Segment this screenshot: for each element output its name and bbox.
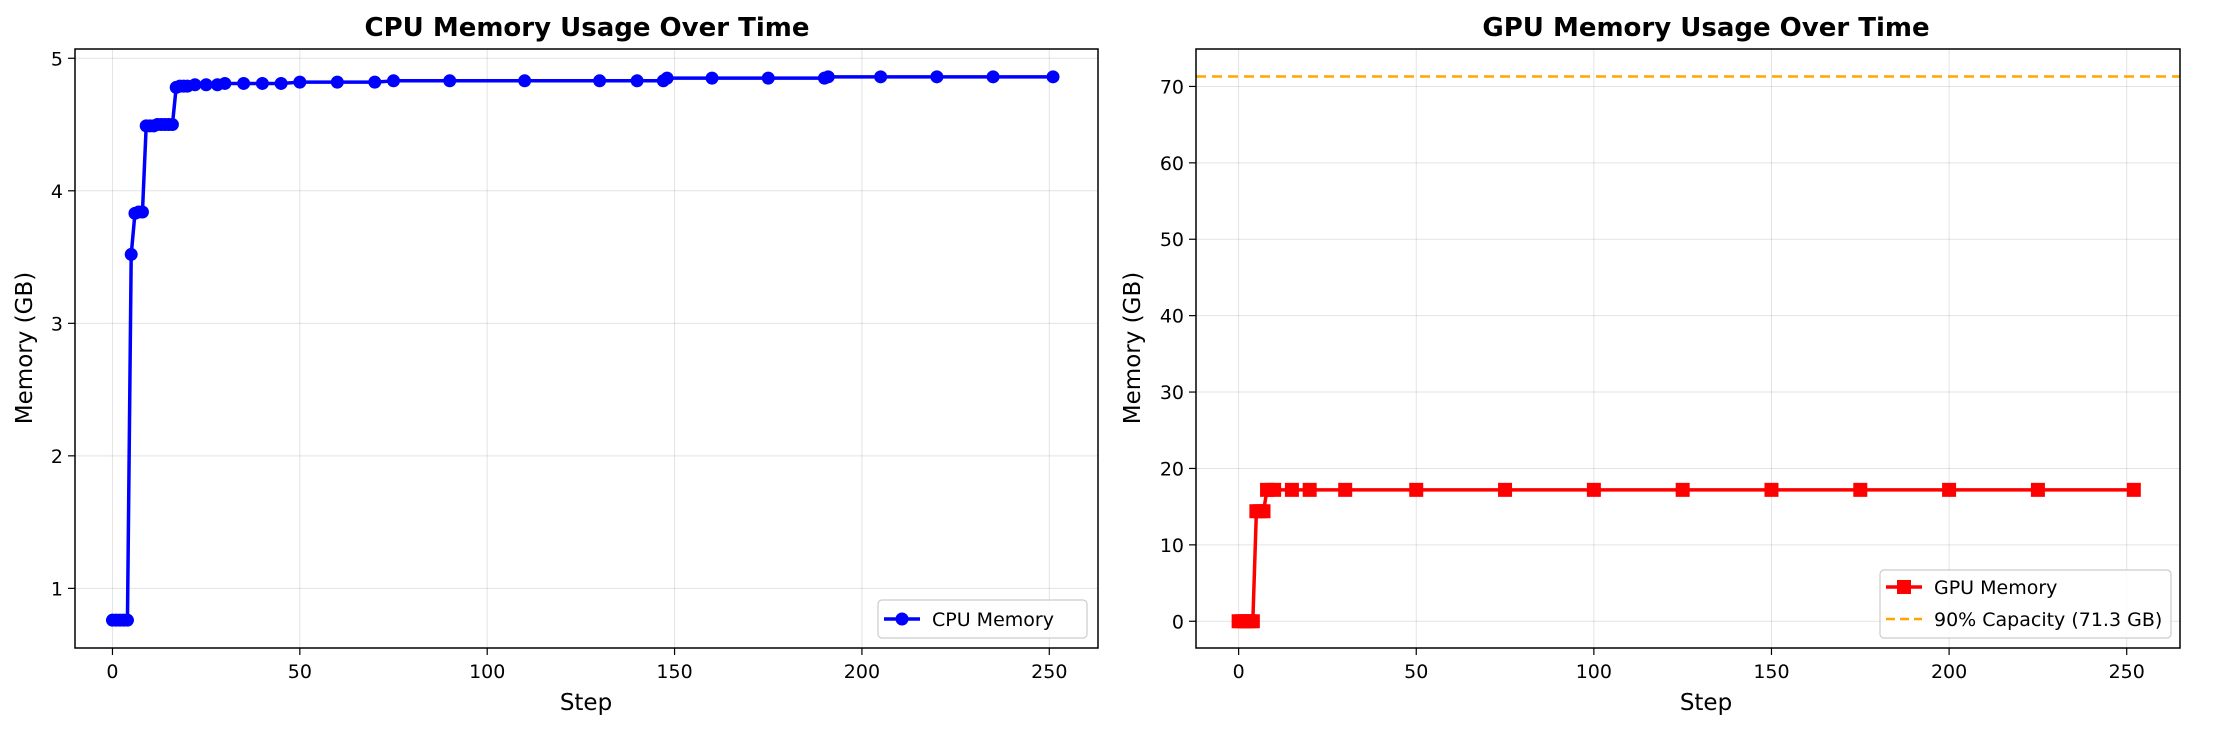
y-axis-label: Memory (GB)	[1120, 272, 1146, 424]
data-point	[443, 74, 457, 88]
legend: CPU Memory	[877, 599, 1088, 639]
data-point	[274, 76, 288, 90]
y-axis-label: Memory (GB)	[12, 272, 38, 424]
data-point	[368, 75, 382, 89]
x-tick-label: 200	[844, 661, 880, 683]
data-point	[165, 118, 179, 132]
data-point	[330, 75, 344, 89]
legend-label: GPU Memory	[1934, 577, 2057, 599]
x-axis-label: Step	[560, 690, 612, 716]
legend-label: CPU Memory	[932, 609, 1054, 631]
data-point	[1764, 482, 1779, 497]
data-point	[135, 205, 149, 219]
legend-box	[1879, 569, 2172, 639]
x-tick-label: 100	[1576, 661, 1612, 683]
y-tick-label: 2	[51, 446, 63, 468]
x-tick-label: 150	[1753, 661, 1789, 683]
x-tick-label: 150	[656, 661, 692, 683]
gpu-memory-chart: GPU Memory Usage Over Time 0 50 100 150 200 2…	[1120, 13, 2181, 716]
y-tick-label: 0	[1172, 611, 1184, 633]
x-tick-label: 0	[106, 661, 118, 683]
data-point	[199, 78, 213, 92]
legend-label: 90% Capacity (71.3 GB)	[1934, 609, 2162, 631]
data-point	[630, 74, 644, 88]
legend-box	[877, 599, 1088, 639]
data-point	[120, 613, 134, 627]
y-tick-label: 50	[1160, 229, 1184, 251]
data-point	[1942, 482, 1957, 497]
data-point	[518, 74, 532, 88]
data-point	[1586, 482, 1601, 497]
data-point	[761, 71, 775, 85]
cpu-memory-chart: CPU Memory Usage Over Time 0 50 100 150 200 2…	[12, 13, 1099, 716]
data-point	[2030, 482, 2045, 497]
x-tick-label: 100	[469, 661, 505, 683]
data-point	[1284, 482, 1299, 497]
x-tick-label: 200	[1931, 661, 1967, 683]
data-point	[387, 74, 401, 88]
y-tick-label: 70	[1160, 76, 1184, 98]
y-tick-label: 10	[1160, 535, 1184, 557]
data-point	[1675, 482, 1690, 497]
x-tick-label: 50	[288, 661, 312, 683]
legend-marker-swatch	[1897, 580, 1911, 594]
x-tick-label: 0	[1233, 661, 1245, 683]
x-tick-label: 50	[1404, 661, 1428, 683]
data-point	[593, 74, 607, 88]
data-point	[188, 78, 202, 92]
y-tick-label: 1	[51, 578, 63, 600]
plot-frame	[1195, 48, 2181, 649]
data-point	[1409, 482, 1424, 497]
data-point	[821, 70, 835, 84]
data-point	[1302, 482, 1317, 497]
data-point	[1498, 482, 1513, 497]
data-point	[237, 76, 251, 90]
x-axis-label: Step	[1680, 690, 1732, 716]
data-point	[986, 70, 1000, 84]
chart-title: GPU Memory Usage Over Time	[1482, 13, 1929, 43]
y-tick-label: 4	[51, 181, 63, 203]
data-point	[705, 71, 719, 85]
legend-marker-swatch	[895, 612, 909, 626]
data-point	[255, 76, 269, 90]
y-tick-label: 60	[1160, 153, 1184, 175]
data-point	[660, 71, 674, 85]
y-tick-label: 3	[51, 313, 63, 335]
plot-frame	[74, 48, 1099, 649]
y-tick-label: 5	[51, 48, 63, 70]
data-point	[1267, 482, 1282, 497]
legend: GPU Memory 90% Capacity (71.3 GB)	[1879, 569, 2172, 639]
data-point	[1338, 482, 1353, 497]
data-point	[2126, 482, 2141, 497]
data-point	[1245, 614, 1260, 629]
y-tick-label: 20	[1160, 458, 1184, 480]
chart-title: CPU Memory Usage Over Time	[365, 13, 810, 43]
x-tick-label: 250	[1031, 661, 1067, 683]
y-tick-label: 30	[1160, 382, 1184, 404]
y-tick-label: 40	[1160, 306, 1184, 328]
data-point	[293, 75, 307, 89]
data-point	[1853, 482, 1868, 497]
x-tick-label: 250	[2109, 661, 2145, 683]
data-point	[874, 70, 888, 84]
data-point	[1256, 504, 1271, 519]
data-point	[1046, 70, 1060, 84]
data-point	[218, 76, 232, 90]
data-point	[930, 70, 944, 84]
data-point	[124, 247, 138, 261]
